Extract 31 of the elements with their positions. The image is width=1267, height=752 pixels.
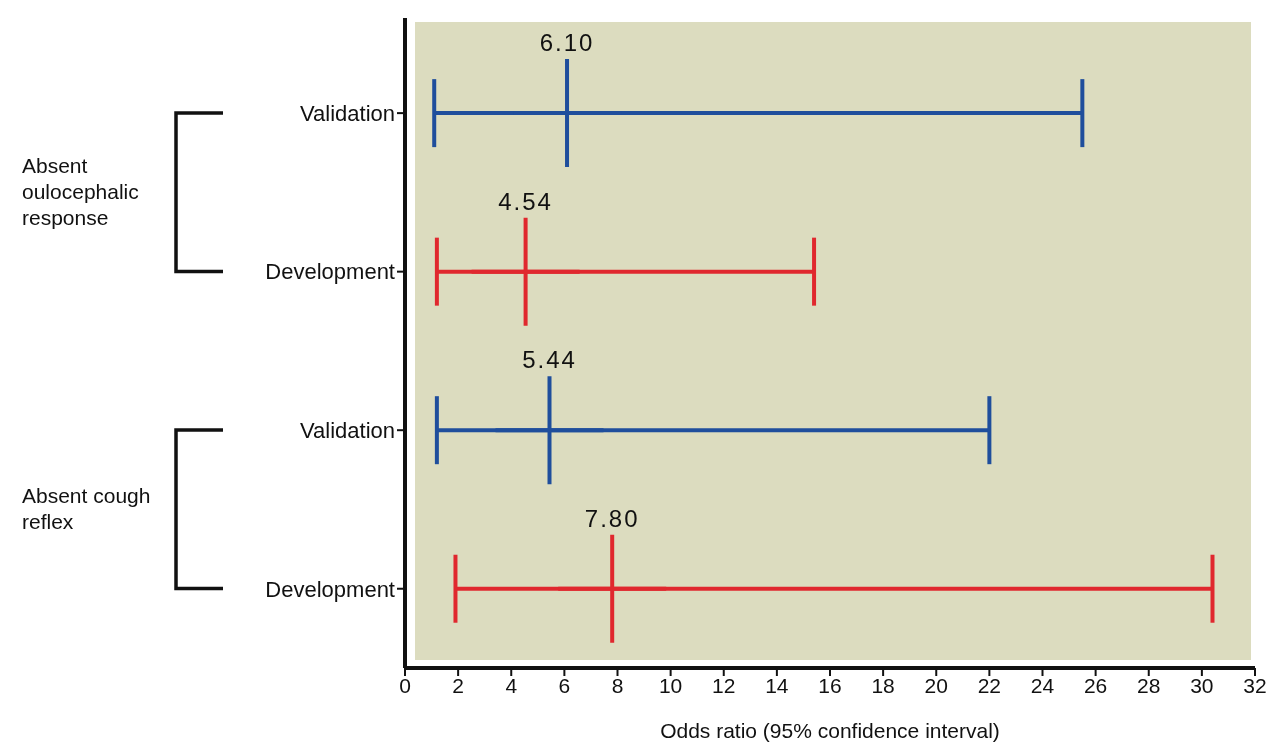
x-tick-label: 10 [658,673,683,697]
text: Absent cough reflex [22,483,152,536]
data-label: 4.54 [498,187,553,215]
x-tick-label: 22 [977,673,1002,697]
x-axis-title: Odds ratio (95% confidence interval) [660,719,1000,742]
point [495,376,604,485]
x-tick-label: 24 [1030,673,1055,697]
point [471,217,580,326]
x-tick-label: 4 [505,673,518,697]
data-label: 5.44 [522,346,577,374]
x-tick-label: 26 [1083,673,1108,697]
x-tick-label: 6 [558,673,571,697]
y-tick-label: Validation [300,100,395,126]
point [558,534,667,643]
x-tick-label: 30 [1190,673,1214,697]
x-tick-label: 18 [871,673,895,697]
x-tick-label: 20 [924,673,948,697]
x-tick-label: 12 [712,673,736,697]
y-tick-label: Development [265,576,395,602]
text: Absent oulocephalic response [22,153,140,232]
x-tick-label: 28 [1137,673,1161,697]
x-tick-label: 2 [452,673,464,697]
data-label: 7.80 [584,504,640,532]
x-tick-label: 32 [1243,673,1267,697]
x-tick-label: 16 [818,673,842,697]
x-tick-label: 0 [399,673,411,697]
y-tick-label: Development [265,259,395,285]
y-tick-label: Validation [300,418,395,444]
x-tick-label: 8 [611,673,624,697]
data-label: 6.10 [539,29,595,57]
x-tick-label: 14 [765,673,789,697]
